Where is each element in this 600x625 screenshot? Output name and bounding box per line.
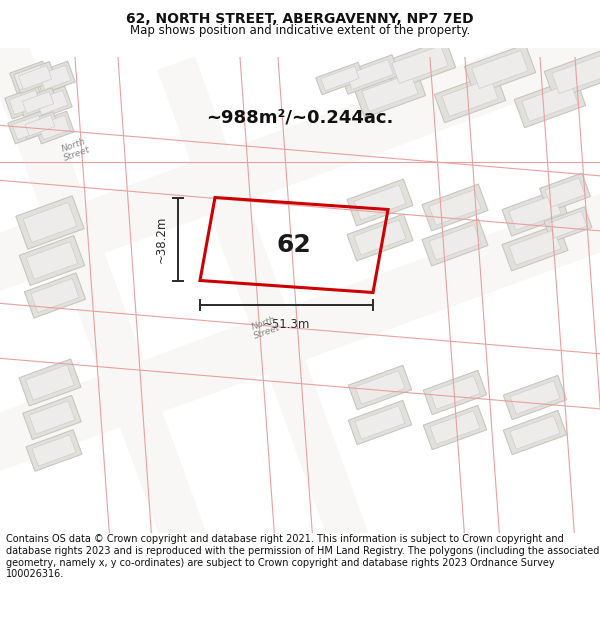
Polygon shape [35,61,75,94]
Polygon shape [26,430,82,471]
Polygon shape [29,401,75,434]
Polygon shape [34,111,74,144]
Polygon shape [316,62,364,94]
Polygon shape [509,195,561,230]
Polygon shape [39,65,71,90]
Polygon shape [422,184,488,231]
Polygon shape [347,59,394,89]
Polygon shape [36,90,68,115]
Polygon shape [38,115,70,140]
Polygon shape [0,22,212,563]
Polygon shape [0,4,600,301]
Polygon shape [340,55,400,94]
Text: ~38.2m: ~38.2m [155,215,168,262]
Text: ~51.3m: ~51.3m [263,318,310,331]
Polygon shape [502,224,568,271]
Polygon shape [509,230,561,265]
Polygon shape [424,371,487,414]
Polygon shape [32,86,72,119]
Polygon shape [347,214,413,261]
Polygon shape [430,411,480,444]
Polygon shape [25,273,86,318]
Text: Map shows position and indicative extent of the property.: Map shows position and indicative extent… [130,24,470,37]
Polygon shape [430,376,480,409]
Polygon shape [429,225,481,260]
Polygon shape [549,211,587,238]
Polygon shape [22,91,54,114]
Polygon shape [392,46,448,84]
Polygon shape [434,72,506,122]
Text: North
Street: North Street [249,314,281,341]
Polygon shape [18,88,58,117]
Text: North
Street: North Street [59,136,91,163]
Polygon shape [19,236,85,286]
Polygon shape [522,84,578,121]
Polygon shape [510,416,560,449]
Polygon shape [544,207,592,242]
Polygon shape [362,74,418,111]
Polygon shape [157,56,373,559]
Polygon shape [14,65,46,90]
Polygon shape [539,173,590,212]
Text: 62: 62 [277,233,311,257]
Polygon shape [503,411,566,454]
Polygon shape [26,365,74,400]
Polygon shape [354,220,406,255]
Polygon shape [14,62,56,93]
Polygon shape [510,381,560,414]
Polygon shape [8,111,48,144]
Polygon shape [349,401,412,444]
Polygon shape [354,185,406,220]
Polygon shape [23,396,81,439]
Polygon shape [25,115,55,136]
Polygon shape [321,66,359,91]
Polygon shape [19,359,81,406]
Polygon shape [514,78,586,128]
Polygon shape [472,51,528,89]
Text: 62, NORTH STREET, ABERGAVENNY, NP7 7ED: 62, NORTH STREET, ABERGAVENNY, NP7 7ED [126,12,474,26]
Polygon shape [32,435,76,466]
Polygon shape [552,56,600,94]
Polygon shape [429,190,481,225]
Text: ~988m²/~0.244ac.: ~988m²/~0.244ac. [206,109,394,126]
Polygon shape [23,202,77,242]
Polygon shape [347,179,413,226]
Polygon shape [422,219,488,266]
Polygon shape [503,376,566,419]
Polygon shape [9,90,41,115]
Polygon shape [424,406,487,449]
Polygon shape [10,61,50,94]
Polygon shape [349,366,412,409]
Polygon shape [26,242,78,279]
Polygon shape [355,68,425,118]
Polygon shape [21,112,59,139]
Polygon shape [16,196,84,249]
Polygon shape [464,44,536,95]
Polygon shape [355,406,405,439]
Polygon shape [502,189,568,236]
Polygon shape [545,178,585,207]
Polygon shape [18,66,52,89]
Polygon shape [0,184,600,481]
Polygon shape [442,79,498,116]
Polygon shape [31,279,79,312]
Polygon shape [385,39,455,90]
Polygon shape [5,86,45,119]
Polygon shape [355,371,405,404]
Polygon shape [544,49,600,100]
Polygon shape [12,115,44,140]
Text: Contains OS data © Crown copyright and database right 2021. This information is : Contains OS data © Crown copyright and d… [6,534,599,579]
